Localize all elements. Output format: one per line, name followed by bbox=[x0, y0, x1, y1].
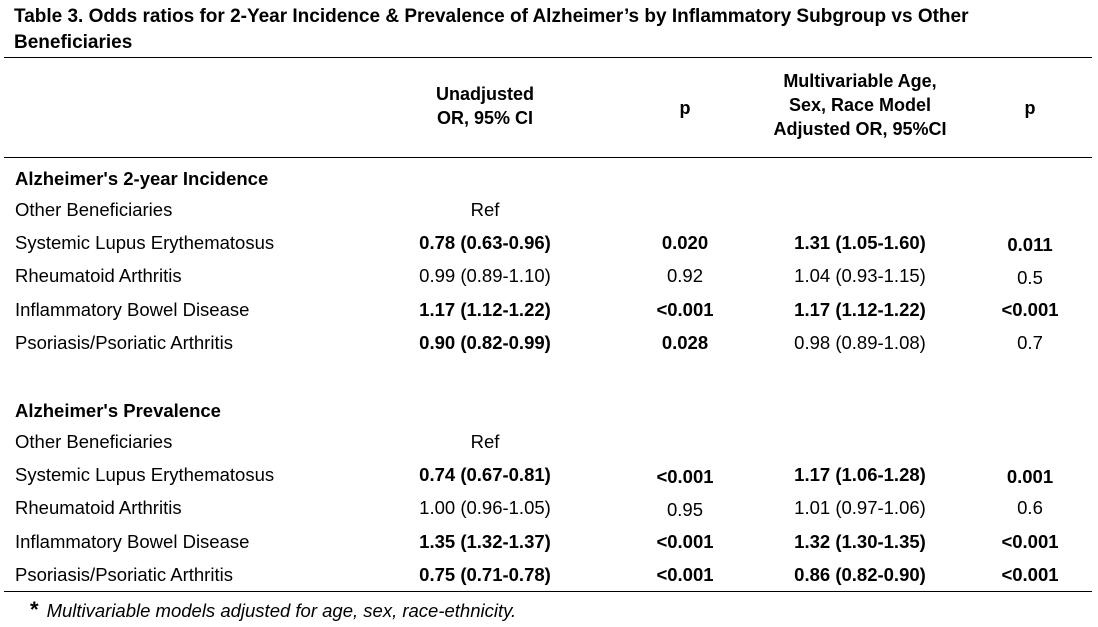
adjusted-or: 1.31 (1.05-1.60) bbox=[794, 232, 926, 253]
bottom-rule bbox=[4, 591, 1092, 592]
section-prevalence-title-row: Alzheimer's Prevalence bbox=[0, 395, 1098, 427]
unadjusted-or: 0.90 (0.82-0.99) bbox=[419, 332, 551, 353]
unadjusted-or: 0.78 (0.63-0.96) bbox=[419, 232, 551, 253]
unadjusted-or: 0.74 (0.67-0.81) bbox=[419, 464, 551, 485]
unadjusted-p: 0.028 bbox=[661, 332, 709, 353]
adjusted-p: <0.001 bbox=[1001, 299, 1059, 320]
header-adjusted: Multivariable Age, Sex, Race Model Adjus… bbox=[740, 69, 980, 141]
adjusted-or: 1.17 (1.12-1.22) bbox=[794, 299, 926, 320]
unadjusted-p: <0.001 bbox=[656, 564, 714, 585]
adjusted-p: 0.6 bbox=[1017, 497, 1043, 518]
row-label: Inflammatory Bowel Disease bbox=[15, 299, 250, 320]
table-row: Systemic Lupus Erythematosus 0.78 (0.63-… bbox=[0, 227, 1098, 259]
table-row: Other Beneficiaries Ref bbox=[0, 426, 1098, 458]
adjusted-p: <0.001 bbox=[1001, 531, 1059, 552]
table-title: Table 3. Odds ratios for 2-Year Incidenc… bbox=[14, 6, 969, 53]
row-label: Other Beneficiaries bbox=[15, 431, 173, 452]
section-prevalence-title: Alzheimer's Prevalence bbox=[15, 400, 221, 421]
table-row: Other Beneficiaries Ref bbox=[0, 194, 1098, 226]
adjusted-or: 1.01 (0.97-1.06) bbox=[794, 497, 926, 518]
adjusted-p: 0.5 bbox=[1017, 267, 1043, 288]
header-rule bbox=[4, 157, 1092, 158]
unadjusted-p: 0.95 bbox=[666, 499, 703, 520]
adjusted-or: 1.32 (1.30-1.35) bbox=[794, 531, 926, 552]
header-adjusted-line3: Adjusted OR, 95%CI bbox=[773, 119, 947, 139]
unadjusted-or: 0.75 (0.71-0.78) bbox=[419, 564, 551, 585]
row-label: Rheumatoid Arthritis bbox=[15, 265, 182, 286]
adjusted-or: 0.86 (0.82-0.90) bbox=[794, 564, 926, 585]
table-row: Rheumatoid Arthritis 1.00 (0.96-1.05) 0.… bbox=[0, 492, 1098, 524]
unadjusted-or: 1.17 (1.12-1.22) bbox=[419, 299, 551, 320]
row-label: Psoriasis/Psoriatic Arthritis bbox=[15, 564, 233, 585]
header-unadjusted-line1: Unadjusted bbox=[435, 84, 534, 104]
table-row: Inflammatory Bowel Disease 1.35 (1.32-1.… bbox=[0, 526, 1098, 558]
header-p-unadjusted: p bbox=[679, 98, 691, 118]
header-adjusted-line1: Multivariable Age, bbox=[783, 71, 937, 91]
row-label: Systemic Lupus Erythematosus bbox=[15, 232, 275, 253]
row-label: Systemic Lupus Erythematosus bbox=[15, 464, 275, 485]
header-p-adjusted: p bbox=[1024, 98, 1036, 118]
table-row: Rheumatoid Arthritis 0.99 (0.89-1.10) 0.… bbox=[0, 260, 1098, 292]
footnote: * Multivariable models adjusted for age, … bbox=[30, 596, 516, 625]
table-row: Inflammatory Bowel Disease 1.17 (1.12-1.… bbox=[0, 294, 1098, 326]
unadjusted-or: 0.99 (0.89-1.10) bbox=[419, 265, 551, 286]
adjusted-or: 1.04 (0.93-1.15) bbox=[794, 265, 926, 286]
section-incidence-title-row: Alzheimer's 2-year Incidence bbox=[0, 163, 1098, 195]
row-label: Inflammatory Bowel Disease bbox=[15, 531, 250, 552]
unadjusted-or: 1.00 (0.96-1.05) bbox=[419, 497, 551, 518]
unadjusted-p: 0.020 bbox=[661, 232, 709, 253]
row-label: Other Beneficiaries bbox=[15, 199, 173, 220]
unadjusted-p: <0.001 bbox=[656, 466, 714, 487]
row-label: Psoriasis/Psoriatic Arthritis bbox=[15, 332, 233, 353]
footnote-text: Multivariable models adjusted for age, s… bbox=[46, 600, 517, 621]
adjusted-p: <0.001 bbox=[1001, 564, 1059, 585]
adjusted-or: 1.17 (1.06-1.28) bbox=[794, 464, 926, 485]
unadjusted-p: 0.92 bbox=[666, 265, 703, 286]
footnote-marker: * bbox=[30, 597, 39, 622]
top-rule bbox=[4, 57, 1092, 58]
unadjusted-or: Ref bbox=[470, 431, 500, 452]
adjusted-or: 0.98 (0.89-1.08) bbox=[794, 332, 926, 353]
unadjusted-p: <0.001 bbox=[656, 531, 714, 552]
header-adjusted-line2: Sex, Race Model bbox=[788, 95, 932, 115]
table-row: Systemic Lupus Erythematosus 0.74 (0.67-… bbox=[0, 459, 1098, 491]
section-incidence-title: Alzheimer's 2-year Incidence bbox=[15, 168, 269, 189]
header-unadjusted-line2: OR, 95% CI bbox=[436, 108, 534, 128]
row-label: Rheumatoid Arthritis bbox=[15, 497, 182, 518]
unadjusted-or: Ref bbox=[470, 199, 500, 220]
table-row: Psoriasis/Psoriatic Arthritis 0.75 (0.71… bbox=[0, 559, 1098, 591]
adjusted-p: 0.011 bbox=[1007, 234, 1053, 255]
unadjusted-p: <0.001 bbox=[656, 299, 714, 320]
header-unadjusted: Unadjusted OR, 95% CI bbox=[390, 82, 580, 130]
adjusted-p: 0.001 bbox=[1006, 466, 1054, 487]
table-row: Psoriasis/Psoriatic Arthritis 0.90 (0.82… bbox=[0, 327, 1098, 359]
unadjusted-or: 1.35 (1.32-1.37) bbox=[419, 531, 551, 552]
adjusted-p: 0.7 bbox=[1017, 332, 1043, 353]
